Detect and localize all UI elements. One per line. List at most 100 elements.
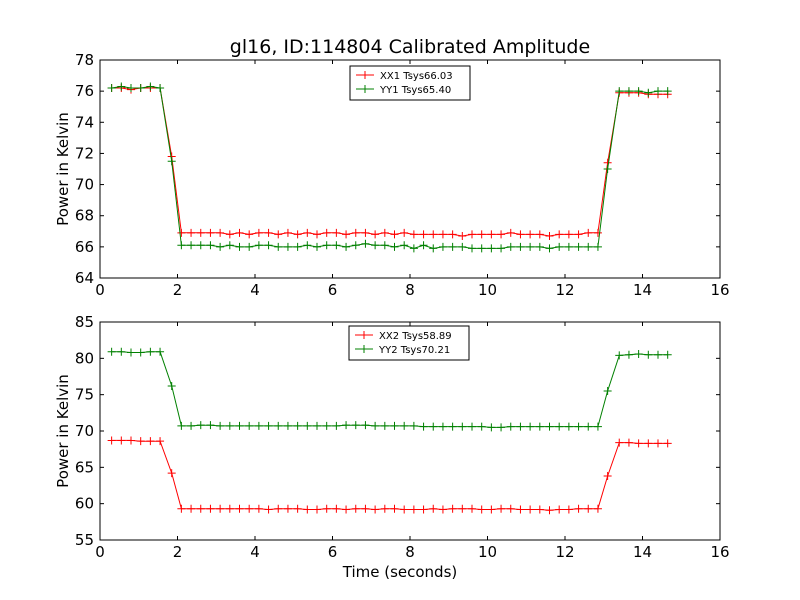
data-point [371,505,380,514]
data-point [624,438,633,447]
data-point [468,422,476,431]
y-tick-label: 55 [75,531,94,549]
data-point [497,230,506,239]
data-point [615,351,624,360]
y-axis-label: Power in Kelvin [54,374,72,488]
data-point [564,230,573,239]
data-point [624,87,633,96]
data-point [400,421,409,430]
data-point [206,421,215,430]
data-point [322,504,331,513]
data-point [303,241,312,250]
data-point [584,242,593,251]
data-point [555,230,564,239]
data-point [535,230,544,239]
legend: XX2 Tsys58.89 YY2 Tsys70.21 [348,325,470,361]
data-point [254,504,263,513]
data-point [245,421,254,430]
data-point [603,472,612,481]
data-point [448,504,457,513]
x-tick-label: 14 [633,543,652,561]
data-point [448,242,457,251]
data-point [371,230,380,239]
data-point [235,242,244,251]
data-point [127,348,135,357]
x-tick-label: 14 [633,281,652,299]
data-point [380,228,389,237]
y-tick-label: 64 [75,269,94,287]
legend-item: XX1 Tsys66.03 [356,71,453,82]
data-point [127,436,135,445]
data-point [264,421,273,430]
data-point [303,421,312,430]
y-tick-label: 70 [75,422,94,440]
data-point [245,230,254,239]
data-point [156,84,165,93]
data-point [564,422,573,431]
legend-item: XX2 Tsys58.89 [355,331,452,342]
data-point [458,504,467,513]
legend-label: YY2 Tsys70.21 [378,345,450,356]
data-point [332,421,341,430]
data-point [555,505,564,514]
data-point [146,82,155,91]
data-point [187,421,196,430]
y-tick-label: 70 [75,176,94,194]
data-point [516,230,525,239]
data-point [313,242,321,251]
data-point [497,423,506,432]
data-point [516,242,525,251]
series-line [111,85,668,249]
data-point [351,504,360,513]
data-point [593,242,602,251]
data-point [487,244,496,253]
legend-marker [361,85,369,93]
data-point [361,239,370,248]
series-2 [107,82,672,253]
data-point [477,230,486,239]
data-point [283,504,292,513]
data-point [603,387,612,396]
data-point [535,505,544,514]
data-point [438,422,447,431]
x-tick-label: 8 [405,543,415,561]
data-point [634,87,643,96]
data-point [380,504,389,513]
legend: XX1 Tsys66.03 YY1 Tsys65.40 [349,65,471,101]
y-tick-label: 76 [75,82,94,100]
data-point [167,469,176,478]
data-point [438,242,447,251]
data-point [303,228,312,237]
data-point [419,505,428,514]
data-point [574,242,583,251]
y-tick-label: 65 [75,458,94,476]
data-point [313,421,321,430]
data-point [136,84,145,93]
data-point [574,422,583,431]
data-point [351,228,360,237]
x-tick-label: 6 [328,281,338,299]
data-point [351,241,360,250]
data-point [574,230,583,239]
x-tick-label: 2 [173,543,183,561]
data-point [535,422,544,431]
data-point [216,421,225,430]
data-point [225,230,234,239]
y-tick-label: 75 [75,386,94,404]
data-point [429,244,438,253]
data-point [225,421,234,430]
data-point [458,422,467,431]
legend-label: YY1 Tsys65.40 [379,85,451,96]
data-point [274,421,283,430]
legend-box [349,65,471,101]
data-point [487,505,496,514]
y-tick-label: 80 [75,349,94,367]
data-point [429,422,438,431]
data-point [390,504,399,513]
bottom-plot-panel: 0 2 4 6 8 10 12 14 16 55 60 65 70 75 80 85 Power in Kelv… [54,313,730,581]
legend-item: YY2 Tsys70.21 [355,345,450,356]
data-point [419,230,428,239]
data-point [156,347,165,356]
data-point [516,422,525,431]
